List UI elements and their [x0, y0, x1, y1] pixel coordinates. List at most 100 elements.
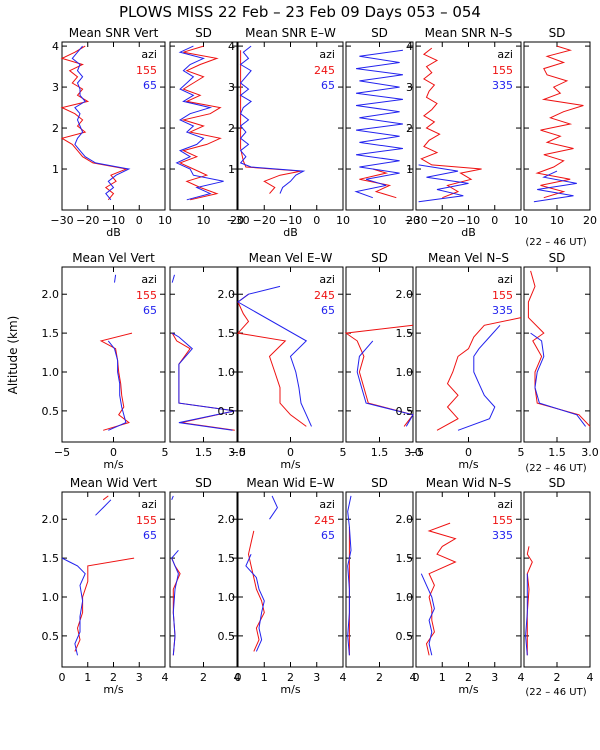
panel-r3c5-legend-title: azi	[497, 498, 513, 511]
panel-r1c5-ytick-label: 1	[406, 163, 413, 176]
panel-r1c3-xtick-label: −30	[226, 214, 249, 227]
panel-r1c6-frame	[523, 41, 591, 211]
panel-r3c3-xtick-label: 0	[235, 671, 242, 684]
panel-r3c5-xtick-label: 1	[439, 671, 446, 684]
panel-r2c5-legend-entry: 335	[492, 304, 513, 317]
panel-r2c3-ytick-label: 1.5	[218, 327, 236, 340]
panel-r2c1-ytick-label: 2.0	[42, 288, 60, 301]
panel-r1c5-legend-entry: 335	[492, 79, 513, 92]
panel-r3c3-xtick-label: 4	[340, 671, 347, 684]
panel-r3c3-xlabel: m/s	[280, 683, 300, 696]
panel-r3c3-legend-entry: 245	[314, 514, 335, 527]
panel-r3c6-xtick-label: 4	[587, 671, 594, 684]
panel-r1c2-xtick-label: 10	[197, 214, 211, 227]
panel-r1c1-ytick-label: 2	[52, 122, 59, 135]
panel-r1c6-xtick-label: 20	[583, 214, 597, 227]
panel-r1c6: SD 10 20	[523, 26, 597, 227]
panel-r1c2: SD 10 20	[169, 26, 244, 227]
panel-r2c3-ytick-label: 1.0	[218, 366, 236, 379]
panel-r1c5-ytick-label: 3	[406, 81, 413, 94]
panel-r2c2-series-blue-line	[171, 332, 235, 431]
panel-r2c1-xlabel: m/s	[103, 458, 123, 471]
panel-r3c4-series-blue-line	[347, 495, 352, 656]
panel-r1c1-xlabel: dB	[106, 226, 121, 239]
panel-r3c2: SD 2 4	[169, 476, 241, 684]
panel-r3c1-xtick-label: 4	[162, 671, 169, 684]
panel-r3c1-xtick-label: 1	[84, 671, 91, 684]
panel-r2c2-series-blue-line	[171, 274, 175, 283]
panel-r2c3-series-blue-line	[237, 285, 312, 427]
panel-r2c3-legend-entry: 65	[321, 304, 335, 317]
panel-r1c6-xtick-label: 10	[550, 214, 564, 227]
panel-r3c5-xtick-label: 2	[465, 671, 472, 684]
panel-r2c6-xtick-label: 3.0	[581, 446, 599, 459]
panel-r2c1-xtick-label: 0	[110, 446, 117, 459]
panel-r3c4-title: SD	[371, 476, 388, 490]
panel-r2c1-series-red-line	[99, 332, 133, 431]
panel-r1c5-xtick-label: 0	[491, 214, 498, 227]
panel-r1c5-legend-entry: 155	[492, 64, 513, 77]
panel-r2c5-title: Mean Vel N–S	[428, 251, 509, 265]
panel-r1c3-xtick-label: −20	[253, 214, 276, 227]
panel-r1c3-xlabel: dB	[283, 226, 298, 239]
panel-r1c2-series-red-line	[178, 45, 222, 201]
panel-r3c2-title: SD	[195, 476, 212, 490]
panel-r2c6-xtick-label: 1.5	[548, 446, 566, 459]
panel-r3c1-legend-entry: 155	[136, 514, 157, 527]
panel-r3c3-series-red-line	[247, 530, 265, 652]
panel-r1c1-ytick-label: 3	[52, 81, 59, 94]
panel-r3c3: Mean Wid E–W 0 1 2 3 4 0.5 1.0 1.5 2.0 m/s azi 245 65	[218, 476, 347, 696]
panel-r3c1-ytick-label: 2.0	[42, 513, 60, 526]
panel-r1c1-series-blue-line	[71, 45, 131, 201]
panel-r1c3-ytick-label: 1	[228, 163, 235, 176]
panels: Mean SNR Vert−30 −20 −10 0 101234dBazi15565S…	[42, 26, 599, 696]
panel-r2c4: SD 1.5 3.0	[344, 251, 422, 459]
panel-r3c3-ytick-label: 2.0	[218, 513, 236, 526]
time-note-row-3: (22 – 46 UT)	[525, 687, 586, 698]
panel-r1c6-series-blue-line	[533, 170, 577, 203]
panel-r1c5-legend-title: azi	[497, 48, 513, 61]
panel-r1c1-xtick-label: −20	[76, 214, 99, 227]
panel-r1c3-ytick-label: 3	[228, 81, 235, 94]
panel-r1c3: Mean SNR E–W −30 −20 −10 0 10 1 2 3 4 dB azi 245 65	[226, 26, 350, 239]
panel-r1c2-title: SD	[195, 26, 212, 40]
panel-r2c3-xtick-label: −5	[230, 446, 246, 459]
panel-r2c6-series-blue-line	[530, 332, 586, 427]
panel-r2c1-legend-entry: 65	[143, 304, 157, 317]
panel-r3c1: Mean Wid Vert 0 1 2 3 4 0.5 1.0 1.5 2.0 m/s azi 155 6…	[42, 476, 169, 696]
panel-r3c2-series-red-line	[171, 557, 181, 656]
panel-r3c2-xtick-label: 2	[200, 671, 207, 684]
panel-r2c5-ytick-label: 2.0	[396, 288, 414, 301]
panel-r3c3-xtick-label: 3	[313, 671, 320, 684]
panel-r1c5-series-blue-line	[418, 164, 469, 203]
panel-r3c1-xlabel: m/s	[103, 683, 123, 696]
panel-r1c3-xtick-label: −10	[279, 214, 302, 227]
panel-r2c5-xlabel: m/s	[458, 458, 478, 471]
panel-r2c3-series-red-line	[237, 293, 307, 427]
panel-r3c6-xtick-label: 2	[554, 671, 561, 684]
panel-r3c5-xtick-label: 0	[413, 671, 420, 684]
panel-r2c1: Mean Vel Vert −5 0 5 0.5 1.0 1.5 2.0 m/s azi 155 65	[42, 251, 169, 471]
panel-r2c5-xtick-label: 5	[518, 446, 525, 459]
panel-r2c1-series-blue-line	[107, 340, 127, 431]
panel-r3c5-ytick-label: 1.5	[396, 552, 414, 565]
panel-r3c3-ytick-label: 1.5	[218, 552, 236, 565]
panel-r2c2-xtick-label: 1.5	[195, 446, 213, 459]
time-note-row-2: (22 – 46 UT)	[525, 463, 586, 474]
panel-r2c1-ytick-label: 1.0	[42, 366, 60, 379]
panel-r3c5-series-red-line	[425, 522, 457, 656]
panel-r1c1-xtick-label: −10	[102, 214, 125, 227]
panel-r3c5-ytick-label: 1.0	[396, 591, 414, 604]
panel-r1c6-series-red-line	[535, 45, 584, 199]
panel-r3c1-series-blue-line	[61, 557, 86, 656]
panel-r1c5-xtick-label: −10	[457, 214, 480, 227]
panel-r3c1-xtick-label: 0	[59, 671, 66, 684]
panel-r3c3-series-blue-line	[269, 495, 278, 520]
panel-r2c3-ytick-label: 0.5	[218, 405, 236, 418]
panel-r2c6-title: SD	[549, 251, 566, 265]
panel-r1c3-series-red-line	[240, 50, 302, 194]
panel-r2c5: Mean Vel N–S −5 0 5 0.5 1.0 1.5 2.0 m/s azi 155 335	[396, 251, 525, 471]
panel-r2c6-series-red-line	[527, 270, 591, 427]
panel-r2c4-xtick-label: 3.0	[404, 446, 422, 459]
